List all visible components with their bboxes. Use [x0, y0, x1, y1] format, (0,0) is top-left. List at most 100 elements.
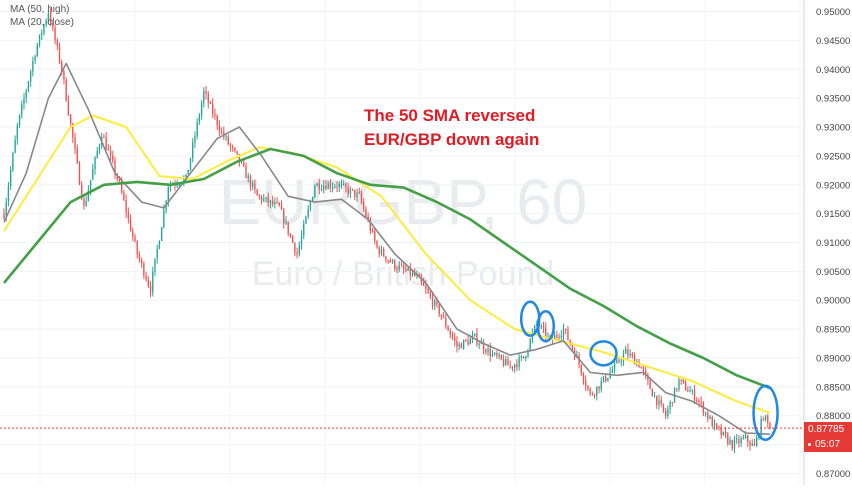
candle-body: [485, 349, 487, 353]
candle-body: [54, 27, 56, 41]
candle-body: [267, 197, 269, 203]
candle-body: [456, 340, 458, 347]
price-axis-tick-label: 0.91500: [816, 209, 850, 220]
candle-body: [134, 236, 136, 242]
candle-body: [218, 125, 221, 132]
candle-body: [667, 409, 669, 416]
highlight-circle: [536, 309, 556, 343]
candle-body: [289, 233, 292, 237]
candle-body: [18, 114, 21, 126]
candle-body: [644, 370, 647, 375]
candle-body: [265, 197, 267, 199]
candle-body: [540, 325, 542, 328]
candle-body: [409, 267, 412, 276]
candle-body: [549, 335, 551, 338]
candle-body: [407, 267, 409, 271]
candle-body: [747, 435, 749, 443]
highlight-circle: [589, 340, 618, 367]
candle-body: [631, 353, 634, 356]
candle-body: [167, 187, 169, 202]
candle-body: [316, 183, 318, 187]
candle-body: [303, 223, 305, 236]
candle-body: [45, 20, 47, 25]
candle-body: [187, 169, 189, 175]
candle-body: [56, 40, 58, 46]
candle-body: [65, 79, 67, 101]
candle-body: [107, 149, 110, 151]
candle-body: [41, 33, 43, 35]
candle-body: [112, 155, 114, 162]
candle-body: [613, 362, 616, 370]
candle-body: [640, 366, 642, 369]
candle-body: [542, 325, 545, 328]
candle-body: [691, 390, 693, 392]
candle-body: [427, 289, 429, 293]
candle-body: [571, 344, 574, 350]
candle-body: [664, 410, 667, 416]
candle-body: [89, 179, 92, 191]
candle-body: [749, 442, 751, 446]
candle-body: [178, 184, 181, 186]
candle-body: [533, 325, 536, 333]
candle-body: [598, 386, 600, 390]
candle-body: [216, 115, 218, 126]
candle-body: [469, 338, 471, 345]
candle-body: [738, 438, 740, 444]
candle-body: [212, 103, 214, 115]
candle-body: [285, 221, 287, 224]
candle-body: [696, 400, 698, 402]
candle-body: [385, 256, 387, 261]
candle-body: [96, 150, 98, 158]
candle-body: [425, 285, 427, 290]
candle-body: [334, 186, 336, 188]
candle-body: [296, 252, 298, 255]
candle-body: [482, 342, 485, 350]
candle-body: [331, 187, 334, 189]
candle-body: [371, 231, 374, 233]
candle-body: [327, 183, 329, 190]
candle-body: [467, 340, 469, 345]
candle-body: [283, 209, 285, 224]
candle-body: [493, 352, 496, 354]
candle-body: [72, 123, 74, 138]
candle-body: [276, 202, 278, 204]
candle-body: [684, 381, 687, 391]
candle-body: [258, 195, 261, 197]
price-axis-tick-label: 0.93000: [816, 123, 850, 134]
candle-body: [693, 390, 696, 401]
candle-body: [36, 45, 38, 57]
candle-body: [722, 431, 725, 436]
watermark-symbol: EURGBP, 60: [219, 166, 588, 238]
candle-body: [622, 353, 625, 362]
candle-body: [274, 202, 276, 205]
candle-body: [547, 335, 549, 338]
ma20-line: [3, 62, 771, 435]
price-axis-tick-label: 0.88000: [816, 411, 850, 422]
candle-body: [81, 184, 83, 199]
legend-ma50[interactable]: MA (50, high): [10, 4, 70, 15]
candle-body: [556, 335, 558, 337]
candle-body: [260, 196, 263, 201]
candle-body: [605, 376, 607, 381]
candle-body: [662, 403, 665, 411]
candle-body: [431, 296, 434, 306]
candle-body: [58, 45, 61, 62]
candle-body: [762, 419, 765, 421]
candle-body: [447, 326, 449, 331]
candle-body: [511, 366, 514, 368]
candle-body: [358, 192, 360, 194]
candle-body: [21, 104, 23, 115]
candle-body: [445, 317, 447, 327]
candle-body: [740, 438, 742, 444]
annotation-line-1: The 50 SMA reversed: [364, 106, 536, 125]
candle-body: [607, 378, 609, 381]
candle-body: [338, 184, 340, 188]
candle-body: [709, 416, 711, 419]
candle-body: [47, 13, 50, 21]
legend-ma20[interactable]: MA (20, close): [10, 17, 74, 28]
candle-body: [12, 152, 14, 170]
candle-body: [589, 388, 591, 394]
candle-body: [718, 426, 720, 429]
